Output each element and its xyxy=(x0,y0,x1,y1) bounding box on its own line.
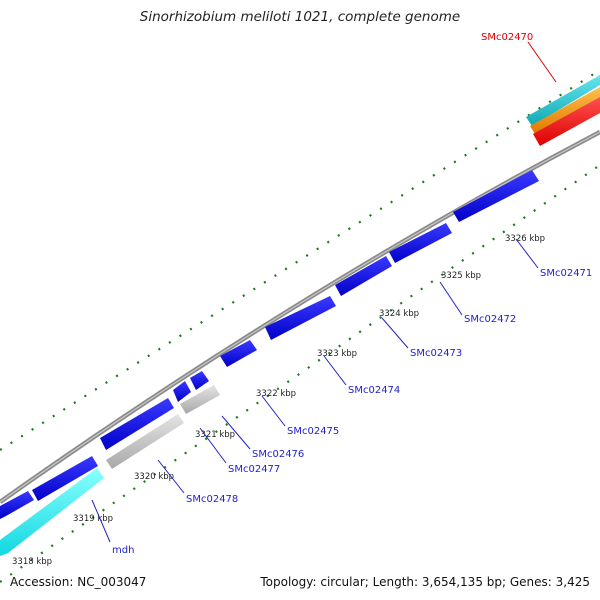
gene-arrow-smc02477-gray xyxy=(106,414,184,469)
gene-arrow-smc02476-gray xyxy=(180,385,220,414)
gene-arrow-smc02476 xyxy=(173,381,191,402)
kbp-label-3321: 3321 kbp xyxy=(195,430,235,440)
gene-label-smc02476: SMc02476 xyxy=(252,449,304,460)
gene-label-mdh: mdh xyxy=(112,545,134,556)
genome-stats-text: Topology: circular; Length: 3,654,135 bp… xyxy=(260,575,590,589)
gene-arrow-smc02471 xyxy=(453,170,539,222)
gene-label-smc02474: SMc02474 xyxy=(348,385,400,396)
gene-label-smc02471: SMc02471 xyxy=(540,268,592,279)
kbp-label-3320: 3320 kbp xyxy=(134,472,174,482)
gene-features xyxy=(0,170,539,556)
kbp-label-3323: 3323 kbp xyxy=(317,349,357,359)
kbp-labels: 3318 kbp 3319 kbp 3320 kbp 3321 kbp 3322… xyxy=(12,234,545,567)
gene-label-smc02472: SMc02472 xyxy=(464,314,516,325)
gene-arrow-blue-1 xyxy=(32,456,98,501)
gene-arrow-mdh-cyan xyxy=(0,468,104,556)
gene-arrow-smc02478 xyxy=(100,398,174,450)
gene-labels: mdh SMc02478 SMc02477 SMc02476 SMc02475 … xyxy=(112,32,592,556)
kbp-label-3318: 3318 kbp xyxy=(12,557,52,567)
gene-arrow-smc02472-b xyxy=(389,223,452,263)
kbp-label-3322: 3322 kbp xyxy=(256,389,296,399)
genome-backbone xyxy=(0,130,600,504)
highlight-bands xyxy=(526,75,600,146)
kbp-label-3319: 3319 kbp xyxy=(73,514,113,524)
outer-tick-ruler xyxy=(0,69,600,451)
map-title: Sinorhizobium meliloti 1021, complete ge… xyxy=(139,9,461,25)
gene-arrow-smc02474 xyxy=(220,340,257,367)
gene-arrow-left-edge xyxy=(0,491,34,519)
gene-leader-line-red xyxy=(527,41,557,83)
gene-label-smc02478: SMc02478 xyxy=(186,494,238,505)
highlight-band-orange xyxy=(530,87,600,134)
gene-label-smc02473: SMc02473 xyxy=(410,348,462,359)
gene-arrow-smc02472-a xyxy=(335,256,392,296)
gene-arrow-smc02473 xyxy=(265,296,336,340)
highlight-band-red xyxy=(533,97,600,146)
gene-label-smc02477: SMc02477 xyxy=(228,464,280,475)
kbp-label-3326: 3326 kbp xyxy=(505,234,545,244)
gene-label-smc02475: SMc02475 xyxy=(287,426,339,437)
gene-label-smc02470: SMc02470 xyxy=(481,32,533,43)
kbp-label-3325: 3325 kbp xyxy=(441,271,481,281)
kbp-label-3324: 3324 kbp xyxy=(379,309,419,319)
accession-text: Accession: NC_003047 xyxy=(10,575,147,589)
highlight-band-teal xyxy=(526,75,600,126)
gene-arrow-smc02475 xyxy=(190,371,209,390)
gene-leader-lines xyxy=(91,238,539,543)
